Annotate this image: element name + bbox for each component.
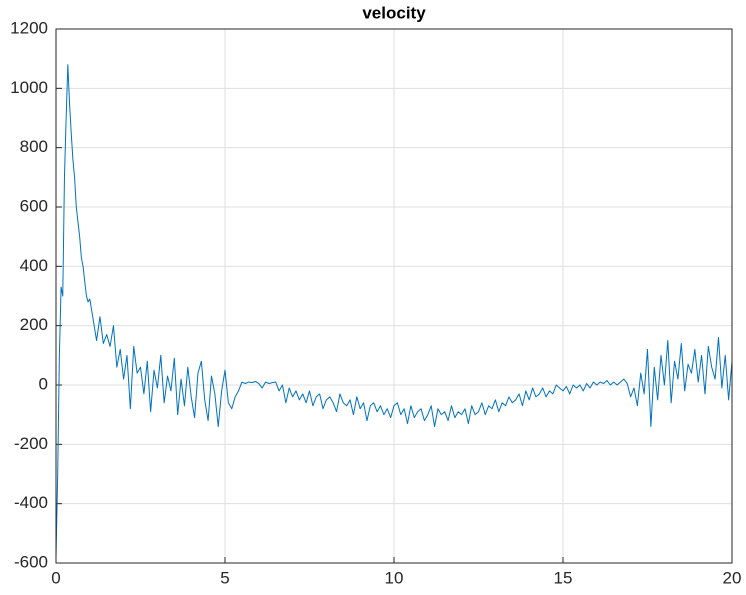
y-tick-label: -400 [14, 493, 48, 512]
y-tick-label: 200 [20, 315, 48, 334]
data-line [55, 64, 733, 558]
x-tick-label: 5 [220, 568, 229, 587]
x-tick-label: 15 [554, 568, 573, 587]
y-tick-label: -600 [14, 552, 48, 571]
y-tick-label: 1000 [10, 78, 48, 97]
axes-box [55, 28, 733, 564]
x-tick-label: 20 [723, 568, 742, 587]
y-tick-label: 400 [20, 256, 48, 275]
y-tick-label: 600 [20, 196, 48, 215]
chart-title: velocity [362, 3, 426, 22]
y-tick-label: 800 [20, 137, 48, 156]
x-tick-label: 0 [51, 568, 60, 587]
x-tick-label: 10 [385, 568, 404, 587]
y-tick-label: 1200 [10, 18, 48, 37]
y-tick-label: -200 [14, 434, 48, 453]
y-tick-label: 0 [39, 374, 48, 393]
